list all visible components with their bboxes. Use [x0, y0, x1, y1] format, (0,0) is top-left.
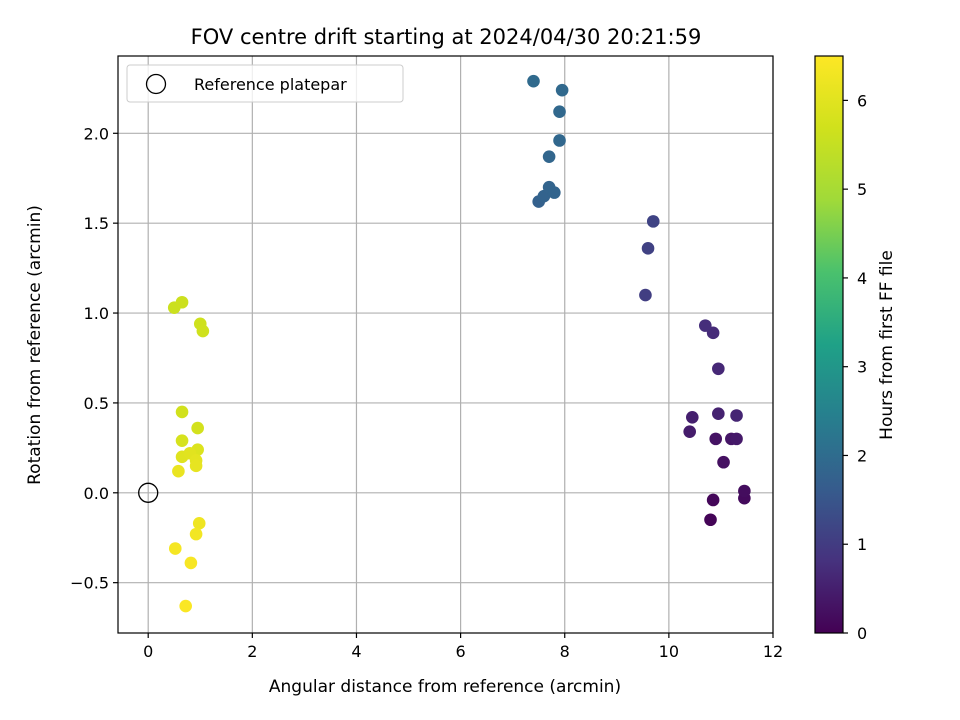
legend-box — [126, 64, 404, 103]
colorbar: 0 1 2 3 4 5 6 Hours from first FF file — [814, 55, 897, 643]
data-point — [685, 410, 699, 424]
legend-marker — [145, 73, 167, 95]
x-tick-label: 4 — [351, 642, 361, 661]
x-tick-label: 2 — [247, 642, 257, 661]
x-tick-label: 6 — [456, 642, 466, 661]
data-point — [179, 599, 192, 613]
data-point — [712, 407, 725, 421]
y-tick-label: 2.0 — [84, 124, 109, 143]
data-point — [709, 432, 723, 446]
colorbar-tick-label: 3 — [857, 358, 867, 377]
data-point — [175, 295, 189, 309]
x-axis-label: Angular distance from reference (arcmin) — [269, 677, 621, 697]
data-point — [641, 242, 655, 255]
data-point — [527, 74, 540, 88]
colorbar-tick-label: 6 — [857, 91, 867, 110]
data-point — [172, 464, 185, 478]
x-tick-label: 8 — [560, 642, 570, 661]
data-point — [717, 455, 730, 469]
data-point — [184, 556, 198, 570]
chart-title: FOV centre drift starting at 2024/04/30 … — [191, 25, 702, 49]
data-point — [191, 421, 204, 435]
data-point — [553, 105, 566, 119]
legend: Reference platepar — [126, 64, 404, 103]
colorbar-tick-label: 0 — [857, 624, 867, 643]
data-point — [192, 517, 206, 530]
data-point — [712, 362, 725, 376]
x-axis: 0 2 4 6 8 10 12 — [143, 633, 783, 661]
y-tick-label: −0.5 — [70, 574, 109, 593]
data-point — [646, 215, 660, 228]
colorbar-ticks: 0 1 2 3 4 5 6 — [843, 91, 867, 643]
data-point — [175, 434, 189, 447]
data-point — [168, 542, 182, 555]
reference-point — [138, 482, 159, 503]
data-point — [189, 527, 203, 541]
colorbar-tick-label: 2 — [857, 446, 867, 465]
x-tick-label: 12 — [763, 642, 783, 661]
grid — [118, 56, 774, 633]
data-point — [730, 432, 743, 446]
y-tick-label: 0.0 — [84, 484, 109, 503]
colorbar-tick-label: 5 — [857, 180, 867, 199]
data-point — [683, 425, 696, 438]
data-point — [548, 186, 561, 199]
legend-entry: Reference platepar — [194, 75, 347, 94]
colorbar-gradient — [814, 55, 844, 634]
data-point — [706, 493, 720, 507]
data-point — [196, 324, 210, 338]
data-point — [175, 405, 189, 419]
data-point — [555, 83, 569, 97]
colorbar-tick-label: 1 — [857, 535, 867, 554]
x-tick-label: 0 — [143, 642, 153, 661]
colorbar-tick-label: 4 — [857, 269, 867, 288]
data-point — [738, 484, 751, 498]
y-axis: −0.5 0.0 0.5 1.0 1.5 2.0 — [70, 124, 118, 593]
x-tick-label: 10 — [659, 642, 679, 661]
y-axis-label: Rotation from reference (arcmin) — [25, 205, 45, 485]
data-point — [189, 459, 203, 473]
y-tick-label: 1.0 — [84, 304, 109, 323]
data-point — [639, 288, 652, 302]
data-point — [699, 319, 712, 332]
data-point — [704, 513, 717, 527]
data-point — [730, 409, 743, 422]
y-tick-label: 1.5 — [84, 214, 109, 233]
colorbar-label: Hours from first FF file — [877, 250, 897, 440]
data-points — [138, 74, 751, 613]
plot-frame — [117, 55, 774, 634]
y-tick-label: 0.5 — [84, 394, 109, 413]
data-point — [553, 134, 566, 147]
data-point — [542, 150, 556, 163]
